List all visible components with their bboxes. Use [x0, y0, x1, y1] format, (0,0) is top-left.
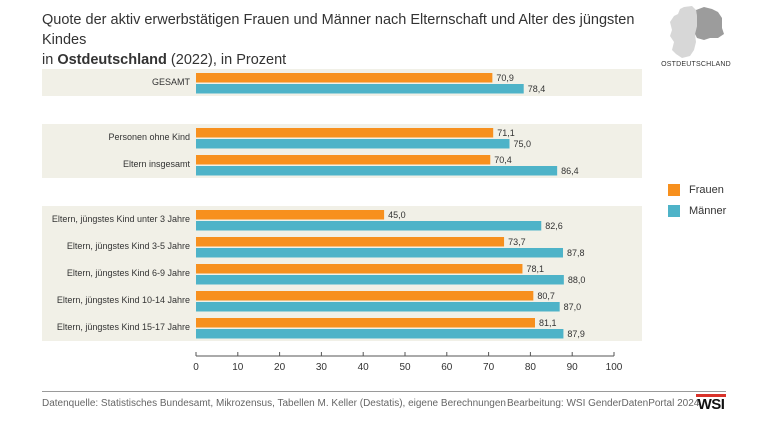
bar-frauen — [196, 291, 534, 301]
east-germany-shape — [695, 7, 724, 40]
legend-label-maenner: Männer — [689, 205, 727, 217]
legend-swatch-maenner — [668, 205, 680, 217]
category-label: Eltern, jüngstes Kind 3-5 Jahre — [67, 241, 190, 251]
bar-frauen — [196, 237, 505, 247]
bar-frauen — [196, 210, 385, 220]
bar-maenner — [196, 221, 542, 231]
value-label-maenner: 78,4 — [528, 84, 546, 94]
value-label-frauen: 78,1 — [526, 264, 544, 274]
bar-maenner — [196, 302, 560, 312]
legend-item-frauen: Frauen — [668, 184, 724, 196]
value-label-maenner: 87,0 — [564, 302, 582, 312]
x-tick-label: 30 — [316, 362, 328, 373]
value-label-frauen: 70,4 — [494, 155, 512, 165]
legend-swatch-frauen — [668, 184, 680, 196]
category-label: Eltern, jüngstes Kind 10-14 Jahre — [57, 295, 190, 305]
bar-frauen — [196, 264, 523, 274]
footer-source: Datenquelle: Statistisches Bundesamt, Mi… — [42, 398, 506, 409]
wsi-logo: WSI — [696, 394, 726, 413]
bar-maenner — [196, 329, 564, 339]
value-label-frauen: 45,0 — [388, 210, 406, 220]
value-label-frauen: 70,9 — [496, 73, 514, 83]
region-name: Ostdeutschland — [57, 52, 167, 68]
bar-chart: GESAMT 70,9 78,4 Personen ohne Kind 71,175,0… — [42, 69, 642, 373]
bar-frauen — [196, 73, 493, 83]
category-label: Eltern, jüngstes Kind unter 3 Jahre — [52, 214, 190, 224]
legend-label-frauen: Frauen — [689, 184, 724, 196]
x-tick-label: 40 — [358, 362, 370, 373]
chart-title: Quote der aktiv erwerbstätigen Frauen un… — [42, 10, 652, 70]
value-label-maenner: 88,0 — [568, 275, 586, 285]
footer-credit: Bearbeitung: WSI GenderDatenPortal 2024 — [507, 398, 700, 409]
x-tick-label: 0 — [193, 362, 199, 373]
category-label: GESAMT — [152, 77, 191, 87]
bar-maenner — [196, 166, 558, 176]
value-label-maenner: 75,0 — [514, 139, 532, 149]
legend-item-maenner: Männer — [668, 205, 726, 217]
x-tick-label: 80 — [525, 362, 537, 373]
west-germany-shape — [670, 6, 697, 58]
bar-maenner — [196, 275, 564, 285]
bar-maenner — [196, 139, 510, 149]
title-line-1: Quote der aktiv erwerbstätigen Frauen un… — [42, 12, 635, 48]
value-label-maenner: 87,8 — [567, 248, 585, 258]
map-label: OSTDEUTSCHLAND — [661, 61, 731, 68]
value-label-frauen: 71,1 — [497, 128, 515, 138]
category-label: Eltern, jüngstes Kind 6-9 Jahre — [67, 268, 190, 278]
footer-divider — [42, 391, 726, 392]
value-label-frauen: 80,7 — [537, 291, 555, 301]
bar-frauen — [196, 155, 491, 165]
value-label-maenner: 86,4 — [561, 166, 579, 176]
category-label: Eltern insgesamt — [123, 159, 191, 169]
germany-map-icon — [664, 4, 730, 60]
x-tick-label: 100 — [606, 362, 623, 373]
category-label: Personen ohne Kind — [108, 132, 190, 142]
bar-frauen — [196, 128, 494, 138]
value-label-frauen: 73,7 — [508, 237, 526, 247]
x-tick-label: 60 — [441, 362, 453, 373]
value-label-maenner: 87,9 — [567, 329, 585, 339]
x-tick-label: 70 — [483, 362, 495, 373]
x-tick-label: 90 — [567, 362, 579, 373]
x-tick-label: 10 — [232, 362, 244, 373]
title-line-2: in Ostdeutschland (2022), in Prozent — [42, 52, 287, 68]
bar-maenner — [196, 248, 564, 258]
value-label-maenner: 82,6 — [545, 221, 563, 231]
value-label-frauen: 81,1 — [539, 318, 557, 328]
bar-frauen — [196, 318, 535, 328]
category-label: Eltern, jüngstes Kind 15-17 Jahre — [57, 322, 190, 332]
x-tick-label: 50 — [399, 362, 411, 373]
bar-maenner — [196, 84, 524, 94]
x-tick-label: 20 — [274, 362, 286, 373]
